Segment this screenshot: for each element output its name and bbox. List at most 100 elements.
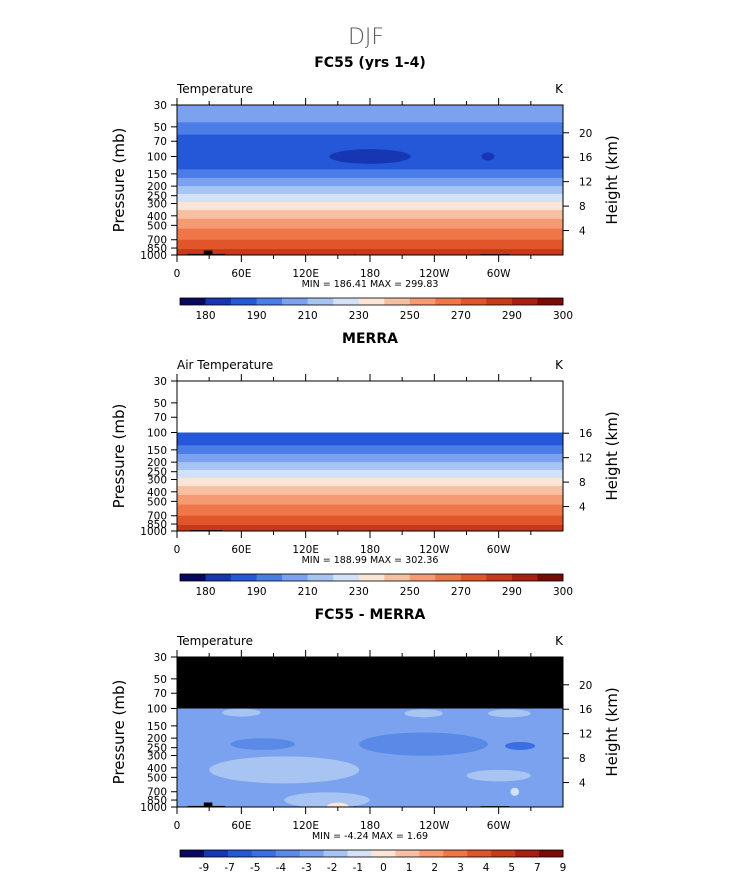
contour-band [177,193,563,203]
colorbar-label: 3 [457,862,464,872]
pressure-tick-label: 850 [147,519,167,531]
plot-area [177,432,563,531]
colorbar-segment [307,574,334,581]
panel-title: FC55 - MERRA [315,607,426,623]
pressure-tick-label: 250 [147,743,167,755]
lon-tick-label: 120E [292,820,319,832]
colorbar-label: 250 [400,310,420,322]
contour-blob [487,709,531,718]
colorbar-segment [358,574,385,581]
contour-band [177,708,563,807]
lon-tick-label: 60E [231,820,251,832]
lon-tick-label: 60W [487,544,511,556]
min-max-label: MIN = 188.99 MAX = 302.36 [302,555,439,566]
colorbar-label: -5 [250,862,260,872]
colorbar-segment [511,574,538,581]
variable-label: Temperature [176,82,253,96]
contour-band [177,105,563,123]
contour-band [177,432,563,446]
colorbar-segment [282,298,308,305]
colorbar-label: 230 [349,586,369,598]
contour-band [177,462,563,471]
colorbar-segment [205,298,232,305]
colorbar-segment [539,850,564,857]
lon-tick-label: 60E [231,544,251,556]
colorbar-label: 270 [451,310,471,322]
contour-band [177,249,563,255]
height-tick-label: 4 [579,226,586,238]
contour-band [177,169,563,179]
colorbar-segment [299,850,324,857]
lon-tick-label: 0 [174,544,181,556]
colorbar-label: -3 [301,862,311,872]
pressure-tick-label: 250 [147,191,167,203]
colorbar-segment [347,850,372,857]
contour-blob [505,741,536,750]
height-tick-label: 16 [579,428,593,440]
panel-title: MERRA [342,331,398,347]
colorbar-label: 290 [502,310,522,322]
height-tick-label: 8 [579,201,586,213]
colorbar-label: 190 [247,310,267,322]
pressure-tick-label: 700 [147,235,167,247]
colorbar-frame [179,297,564,306]
y-axis-label: Pressure (mb) [110,680,128,785]
contour-blob [481,152,495,161]
pressure-tick-label: 50 [154,398,167,410]
lon-tick-label: 0 [174,820,181,832]
contour-blob [329,149,411,164]
colorbar-label: -9 [199,862,209,872]
pressure-tick-label: 70 [154,136,167,148]
colorbar-segment [323,850,348,857]
contour-band [177,218,563,230]
contour-blob [327,802,349,807]
height-tick-label: 12 [579,453,592,465]
pressure-tick-label: 400 [147,211,167,223]
colorbar-segment [443,850,468,857]
colorbar-segment [409,574,436,581]
figure-title: DJF [348,25,384,50]
lon-tick-label: 180 [360,268,380,280]
pressure-tick-label: 30 [154,652,167,664]
lon-tick-label: 120E [292,544,319,556]
terrain [203,802,213,807]
y2-axis-label: Height (km) [603,687,621,776]
pressure-tick-label: 500 [147,220,167,232]
pressure-tick-label: 30 [154,376,167,388]
contour-band [177,177,563,187]
height-tick-label: 4 [579,778,586,790]
pressure-tick-label: 400 [147,487,167,499]
colorbar-segment [256,298,283,305]
colorbar-segment [460,298,487,305]
pressure-tick-label: 850 [147,243,167,255]
colorbar-segment [486,574,513,581]
colorbar-label: 300 [553,310,573,322]
colorbar-segment [511,298,538,305]
colorbar-segment [180,574,206,581]
lon-tick-label: 60E [231,268,251,280]
colorbar-segment [435,298,462,305]
pressure-tick-label: 150 [147,721,167,733]
pressure-tick-label: 850 [147,795,167,807]
pressure-tick-label: 1000 [140,802,167,814]
colorbar-label: 290 [502,586,522,598]
pressure-tick-label: 700 [147,787,167,799]
lon-tick-label: 0 [174,268,181,280]
pressure-tick-label: 500 [147,496,167,508]
height-tick-label: 4 [579,502,586,514]
contour-band [177,239,563,250]
height-tick-label: 20 [579,128,592,140]
contour-blob [209,756,360,784]
colorbar-label: -7 [224,862,234,872]
contour-band [177,504,563,517]
pressure-tick-label: 700 [147,511,167,523]
colorbar-segment [180,298,206,305]
contour-band [177,445,563,455]
plot-area [177,105,563,255]
panel-1: FC55 (yrs 1-4)Temperature K30507010015020… [110,55,621,322]
colorbar-label: -2 [327,862,337,872]
colorbar-label: 300 [553,586,573,598]
pressure-tick-label: 200 [147,457,167,469]
